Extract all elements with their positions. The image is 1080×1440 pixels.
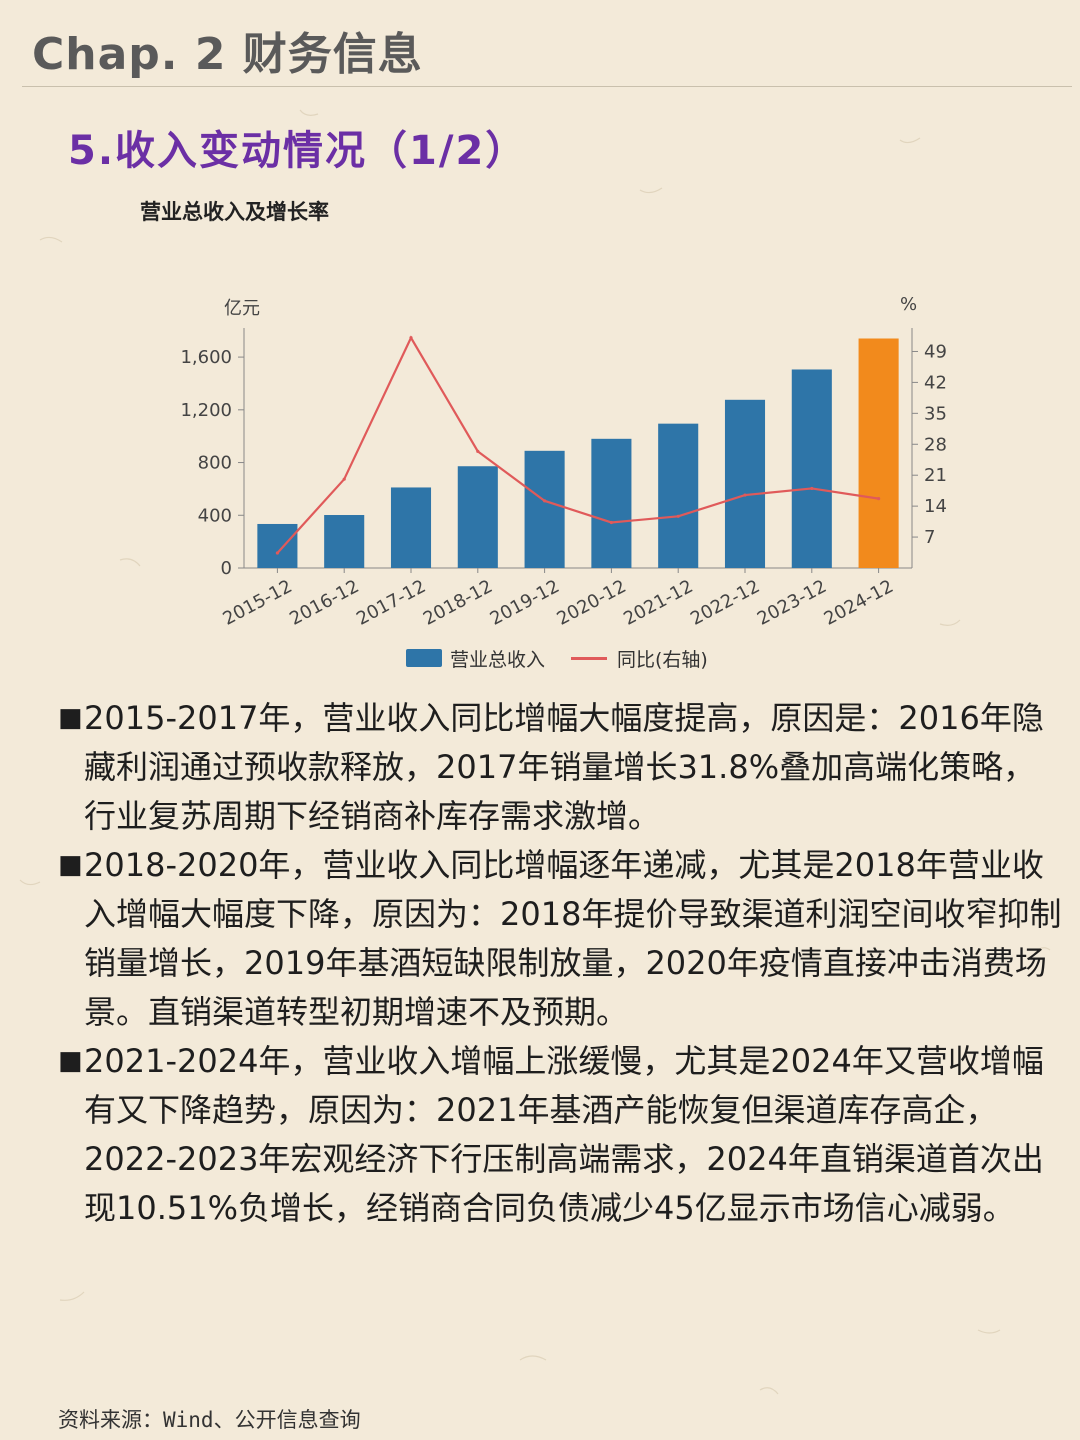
bullet-text: 2015-2017年，营业收入同比增幅大幅度提高，原因是：2016年隐藏利润通过… <box>84 699 1044 835</box>
revenue-bar <box>591 438 632 568</box>
bullet-text: 2018-2020年，营业收入同比增幅逐年递减，尤其是2018年营业收入增幅大幅… <box>84 846 1062 1031</box>
x-tick-label: 2023-12 <box>754 576 830 630</box>
x-tick-label: 2018-12 <box>420 576 496 630</box>
y-right-tick-label: 49 <box>924 341 947 362</box>
revenue-bar <box>257 523 298 568</box>
y-axis-left-unit: 亿元 <box>224 298 260 319</box>
y-right-tick-label: 21 <box>924 465 947 486</box>
x-tick-label: 2016-12 <box>286 576 362 630</box>
growth-rate-point <box>877 497 881 501</box>
revenue-bar <box>791 369 832 568</box>
bullet-item: ■ 2021-2024年，营业收入增幅上涨缓慢，尤其是2024年又营收增幅有又下… <box>58 1037 1066 1233</box>
y-right-tick-label: 28 <box>924 434 947 455</box>
y-left-tick-label: 0 <box>221 558 232 579</box>
growth-rate-point <box>743 493 747 497</box>
header-divider <box>22 86 1072 87</box>
revenue-bar <box>390 487 432 568</box>
section-title: 5.收入变动情况（1/2） <box>68 128 528 174</box>
legend-line-swatch <box>571 656 608 660</box>
y-left-tick-label: 1,600 <box>180 347 232 368</box>
bullet-square-icon: ■ <box>58 850 83 880</box>
growth-rate-point <box>275 551 279 555</box>
x-tick-label: 2020-12 <box>553 576 629 630</box>
y-right-tick-label: 35 <box>924 403 947 424</box>
bullet-text: 2021-2024年，营业收入增幅上涨缓慢，尤其是2024年又营收增幅有又下降趋… <box>84 1042 1044 1227</box>
analysis-bullets: ■ 2015-2017年，营业收入同比增幅大幅度提高，原因是：2016年隐藏利润… <box>58 694 1066 1233</box>
legend-line-label: 同比(右轴) <box>617 648 708 671</box>
growth-rate-point <box>409 336 413 340</box>
x-tick-label: 2024-12 <box>821 576 897 630</box>
growth-rate-point <box>342 477 346 481</box>
bullet-square-icon: ■ <box>58 703 83 733</box>
growth-rate-line <box>276 335 879 554</box>
revenue-bar <box>858 338 899 568</box>
x-tick-label: 2019-12 <box>487 576 563 630</box>
x-tick-label: 2022-12 <box>687 576 763 630</box>
x-tick-label: 2021-12 <box>620 576 696 630</box>
chart-legend: 营业总收入 同比(右轴) <box>406 645 708 671</box>
bullet-square-icon: ■ <box>58 1046 83 1076</box>
y-right-tick-label: 7 <box>924 527 935 548</box>
bullet-item: ■ 2018-2020年，营业收入同比增幅逐年递减，尤其是2018年营业收入增幅… <box>58 841 1066 1037</box>
x-tick-label: 2015-12 <box>219 576 295 630</box>
y-right-tick-label: 14 <box>924 496 947 517</box>
growth-rate-point <box>609 520 614 525</box>
x-tick-label: 2017-12 <box>353 576 429 630</box>
growth-rate-point <box>543 499 547 503</box>
revenue-bar <box>658 423 699 568</box>
revenue-bar <box>724 399 766 568</box>
growth-rate-point <box>476 449 480 453</box>
chart-title: 营业总收入及增长率 <box>140 200 329 224</box>
bullet-item: ■ 2015-2017年，营业收入同比增幅大幅度提高，原因是：2016年隐藏利润… <box>58 694 1066 841</box>
data-source-note: 资料来源：Wind、公开信息查询 <box>58 1408 361 1432</box>
growth-rate-point <box>810 486 814 491</box>
legend-bar-swatch <box>406 649 442 667</box>
chapter-title: Chap. 2 财务信息 <box>32 29 423 80</box>
legend-bar-label: 营业总收入 <box>450 648 546 671</box>
y-left-tick-label: 400 <box>198 505 232 526</box>
y-axis-right-unit: % <box>900 294 918 315</box>
y-right-tick-label: 42 <box>924 372 947 393</box>
revenue-growth-chart: 04008001,2001,60071421283542492015-12201… <box>180 328 947 630</box>
revenue-bar <box>324 515 365 568</box>
y-left-tick-label: 800 <box>198 453 232 474</box>
y-left-tick-label: 1,200 <box>180 400 232 421</box>
revenue-bar <box>457 466 498 568</box>
growth-rate-point <box>676 514 680 518</box>
revenue-bar <box>524 450 565 568</box>
